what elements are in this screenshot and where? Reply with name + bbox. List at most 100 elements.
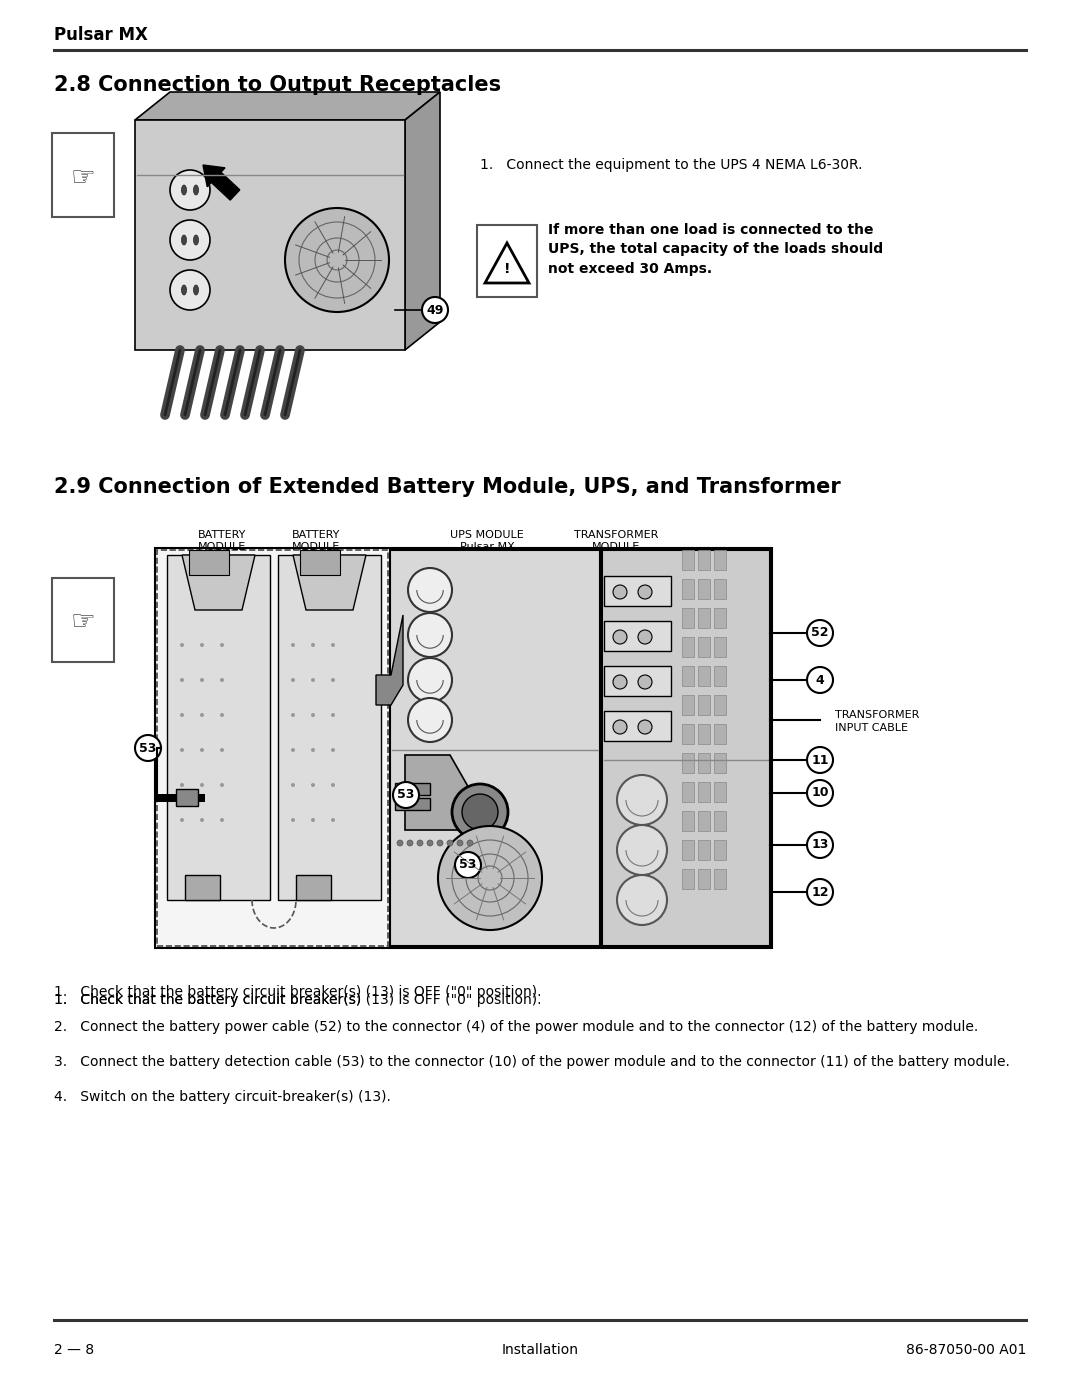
Circle shape: [220, 712, 224, 717]
Text: 53: 53: [397, 788, 415, 802]
FancyBboxPatch shape: [681, 608, 694, 629]
Circle shape: [291, 782, 295, 787]
Ellipse shape: [181, 184, 187, 196]
Text: 86-87050-00 A01: 86-87050-00 A01: [906, 1343, 1026, 1356]
FancyBboxPatch shape: [698, 694, 710, 715]
Circle shape: [453, 784, 508, 840]
FancyBboxPatch shape: [681, 840, 694, 861]
Circle shape: [291, 712, 295, 717]
Text: ☞: ☞: [70, 608, 95, 636]
Circle shape: [408, 569, 453, 612]
Circle shape: [180, 678, 184, 682]
FancyBboxPatch shape: [714, 637, 726, 657]
Circle shape: [180, 643, 184, 647]
FancyBboxPatch shape: [681, 753, 694, 773]
FancyBboxPatch shape: [714, 666, 726, 686]
Text: ☞: ☞: [70, 163, 95, 191]
Circle shape: [617, 826, 667, 875]
FancyBboxPatch shape: [681, 724, 694, 745]
Text: 52: 52: [811, 626, 828, 640]
Circle shape: [180, 712, 184, 717]
FancyBboxPatch shape: [300, 550, 340, 576]
FancyBboxPatch shape: [698, 578, 710, 599]
Text: If more than one load is connected to the
UPS, the total capacity of the loads s: If more than one load is connected to th…: [548, 224, 883, 277]
Text: 4: 4: [815, 673, 824, 686]
Text: 13: 13: [811, 838, 828, 852]
Circle shape: [330, 712, 335, 717]
Ellipse shape: [193, 235, 199, 244]
Circle shape: [638, 585, 652, 599]
Circle shape: [311, 643, 315, 647]
FancyBboxPatch shape: [698, 666, 710, 686]
FancyBboxPatch shape: [167, 555, 270, 900]
Circle shape: [311, 819, 315, 821]
Polygon shape: [183, 555, 255, 610]
Text: 4.   Switch on the battery circuit-breaker(s) (13).: 4. Switch on the battery circuit-breaker…: [54, 1090, 391, 1104]
FancyBboxPatch shape: [714, 840, 726, 861]
Ellipse shape: [193, 184, 199, 196]
FancyBboxPatch shape: [714, 608, 726, 629]
Circle shape: [220, 819, 224, 821]
Text: 1.   Connect the equipment to the UPS 4 NEMA L6-30R.: 1. Connect the equipment to the UPS 4 NE…: [480, 158, 863, 172]
Text: 53: 53: [459, 859, 476, 872]
FancyBboxPatch shape: [681, 666, 694, 686]
FancyBboxPatch shape: [698, 840, 710, 861]
FancyBboxPatch shape: [395, 798, 430, 810]
FancyBboxPatch shape: [477, 225, 537, 298]
FancyBboxPatch shape: [698, 608, 710, 629]
FancyBboxPatch shape: [714, 753, 726, 773]
FancyBboxPatch shape: [185, 875, 220, 900]
FancyBboxPatch shape: [52, 133, 114, 217]
Circle shape: [220, 678, 224, 682]
FancyBboxPatch shape: [157, 550, 388, 946]
Circle shape: [220, 643, 224, 647]
FancyBboxPatch shape: [604, 666, 671, 696]
FancyBboxPatch shape: [681, 578, 694, 599]
Circle shape: [180, 747, 184, 752]
Circle shape: [200, 678, 204, 682]
FancyBboxPatch shape: [714, 550, 726, 570]
Circle shape: [467, 840, 473, 847]
Text: 53: 53: [139, 742, 157, 754]
Circle shape: [170, 270, 210, 310]
Circle shape: [617, 775, 667, 826]
FancyBboxPatch shape: [604, 576, 671, 606]
FancyBboxPatch shape: [52, 578, 114, 662]
FancyBboxPatch shape: [714, 694, 726, 715]
FancyBboxPatch shape: [296, 875, 330, 900]
Text: !: !: [503, 263, 510, 277]
Polygon shape: [405, 754, 470, 830]
Circle shape: [135, 735, 161, 761]
Circle shape: [200, 782, 204, 787]
Circle shape: [807, 620, 833, 645]
Circle shape: [408, 698, 453, 742]
FancyBboxPatch shape: [681, 637, 694, 657]
Text: 10: 10: [811, 787, 828, 799]
Circle shape: [807, 879, 833, 905]
Text: 2.9 Connection of Extended Battery Module, UPS, and Transformer: 2.9 Connection of Extended Battery Modul…: [54, 476, 840, 497]
FancyBboxPatch shape: [681, 550, 694, 570]
Text: 1.   Check that the battery circuit breaker(s) ​(13)​ is OFF ("0" position).: 1. Check that the battery circuit breake…: [54, 993, 541, 1007]
Text: Pulsar MX: Pulsar MX: [54, 27, 148, 43]
Circle shape: [408, 658, 453, 703]
Circle shape: [422, 298, 448, 323]
FancyBboxPatch shape: [698, 637, 710, 657]
FancyBboxPatch shape: [156, 793, 205, 802]
Circle shape: [638, 675, 652, 689]
FancyBboxPatch shape: [604, 622, 671, 651]
FancyBboxPatch shape: [698, 753, 710, 773]
Ellipse shape: [193, 285, 199, 295]
Circle shape: [285, 208, 389, 312]
FancyBboxPatch shape: [714, 812, 726, 831]
FancyBboxPatch shape: [176, 789, 198, 806]
Circle shape: [393, 782, 419, 807]
Circle shape: [807, 747, 833, 773]
FancyBboxPatch shape: [714, 724, 726, 745]
Circle shape: [437, 840, 443, 847]
Text: 2.8 Connection to Output Receptacles: 2.8 Connection to Output Receptacles: [54, 75, 501, 95]
FancyBboxPatch shape: [714, 578, 726, 599]
Circle shape: [180, 782, 184, 787]
FancyBboxPatch shape: [602, 550, 770, 946]
Circle shape: [462, 793, 498, 830]
Text: BATTERY
MODULE: BATTERY MODULE: [292, 529, 340, 552]
